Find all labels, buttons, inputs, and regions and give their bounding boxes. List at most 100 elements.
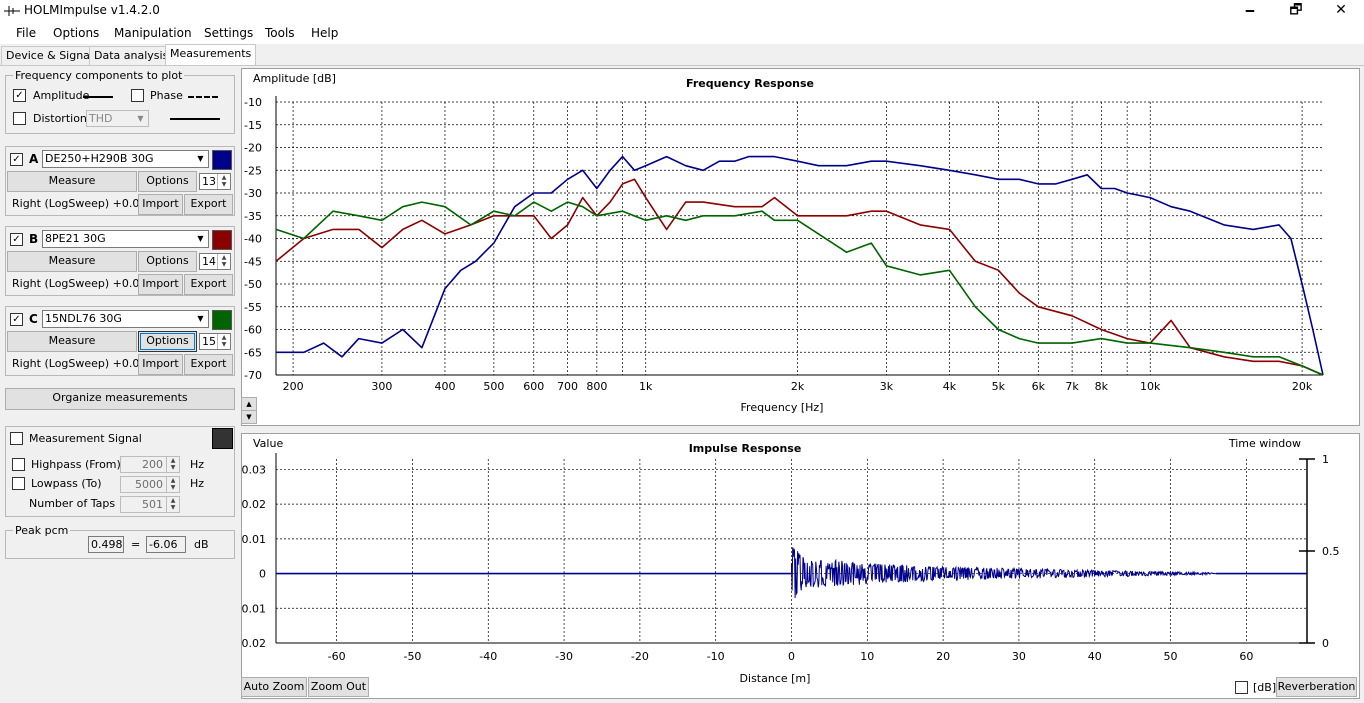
impulse-xtick-label: 20	[936, 650, 950, 663]
menu-file[interactable]: File	[16, 26, 37, 40]
spin-arrows-icon[interactable]: ▲ ▼	[217, 334, 230, 349]
db-checkbox[interactable]	[1235, 681, 1248, 694]
amplitude-label: Amplitude	[33, 89, 90, 102]
measurement-signal-checkbox[interactable]	[10, 432, 23, 445]
lowpass-stepper[interactable]: 5000 ▲ ▼	[120, 476, 180, 493]
impulse-xlabel: Distance [m]	[740, 672, 811, 685]
highpass-checkbox[interactable]	[12, 458, 25, 471]
minimize-button[interactable]: 🗕	[1245, 2, 1255, 18]
measurement-b-options-button[interactable]: Options	[138, 251, 197, 272]
scroll-down-button[interactable]: ▼	[241, 410, 257, 424]
scroll-up-button[interactable]: ▲	[241, 397, 257, 411]
impulse-ytick-label: -0.01	[241, 602, 266, 615]
measurement-c-color-swatch[interactable]	[212, 310, 232, 330]
app-icon	[4, 6, 20, 16]
measurement-b-color-swatch[interactable]	[212, 230, 232, 250]
measurement-a-color-swatch[interactable]	[212, 150, 232, 170]
freq-series-line-a	[276, 155, 1324, 376]
chevron-down-icon: ▼	[197, 234, 204, 243]
freq-xtick-label: 500	[483, 380, 504, 393]
measurement-b-checkbox[interactable]: ✓	[10, 233, 23, 246]
menu-options[interactable]: Options	[53, 26, 100, 40]
impulse-response-chart[interactable]: Value Impulse Response Time window Dista…	[241, 433, 1359, 698]
auto-zoom-button[interactable]: Auto Zoom	[241, 677, 307, 697]
freq-title: Frequency Response	[686, 77, 814, 90]
measurement-c-letter: C	[29, 312, 38, 326]
measurement-b-info: Right (LogSweep) +0.0dB	[12, 277, 154, 290]
freq-xlabel: Frequency [Hz]	[741, 401, 824, 414]
maximize-button[interactable]: 🗗	[1289, 2, 1303, 18]
measurement-b-export-button[interactable]: Export	[184, 274, 233, 295]
measurement-c-smoothing-stepper[interactable]: 15 ▲ ▼	[199, 333, 231, 350]
measurement-b-smoothing-stepper[interactable]: 14 ▲ ▼	[199, 253, 231, 270]
menu-help[interactable]: Help	[311, 26, 339, 40]
chevron-down-icon: ▼	[137, 114, 144, 123]
impulse-xtick-label: 40	[1088, 650, 1102, 663]
highpass-stepper[interactable]: 200 ▲ ▼	[120, 456, 180, 473]
measurement-a-name: DE250+H290B 30G	[45, 152, 154, 165]
reverberation-button[interactable]: Reverberation	[1276, 677, 1357, 697]
highpass-label: Highpass (From)	[31, 458, 121, 471]
spin-arrows-icon[interactable]: ▲ ▼	[166, 457, 179, 472]
freq-xtick-label: 300	[371, 380, 392, 393]
measurement-b-measure-button[interactable]: Measure	[7, 251, 137, 272]
measurement-b-import-button[interactable]: Import	[138, 274, 183, 295]
impulse-ytick-label: -0.02	[241, 637, 266, 650]
measurement-c-export-button[interactable]: Export	[184, 354, 233, 375]
menu-tools[interactable]: Tools	[265, 26, 295, 40]
freq-xtick-label: 3k	[880, 380, 894, 393]
window-title: HOLMImpulse v1.4.2.0	[24, 3, 160, 17]
freq-xtick-label: 400	[434, 380, 455, 393]
measurement-a-options-button[interactable]: Options	[138, 171, 197, 192]
close-button[interactable]: ✕	[1335, 2, 1347, 18]
measurement-a-checkbox[interactable]: ✓	[10, 153, 23, 166]
freq-xtick-label: 2k	[791, 380, 805, 393]
spin-arrows-icon[interactable]: ▲ ▼	[166, 477, 179, 492]
distortion-type-value: THD	[89, 112, 113, 125]
amplitude-checkbox[interactable]: ✓	[13, 89, 26, 102]
measurement-c-options-button[interactable]: Options	[138, 331, 197, 352]
measurement-a-measure-button[interactable]: Measure	[7, 171, 137, 192]
impulse-xtick-label: -40	[479, 650, 497, 663]
impulse-ytick-label: 0	[259, 568, 266, 581]
measurement-a-name-select[interactable]: DE250+H290B 30G ▼	[42, 150, 209, 168]
zoom-out-button[interactable]: Zoom Out	[308, 677, 369, 697]
tab-strip: Device & Signal Data analysis Measuremen…	[0, 44, 1364, 66]
measurement-a-smoothing-stepper[interactable]: 13 ▲ ▼	[199, 173, 231, 190]
lowpass-checkbox[interactable]	[12, 477, 25, 490]
tab-data-analysis[interactable]: Data analysis	[89, 46, 174, 65]
impulse-xtick-label: 0	[788, 650, 795, 663]
measurement-c-name-select[interactable]: 15NDL76 30G ▼	[42, 310, 209, 328]
peak-db-field: -6.06	[146, 536, 186, 553]
tab-device-signal[interactable]: Device & Signal	[1, 46, 98, 65]
distortion-type-select[interactable]: THD ▼	[86, 110, 149, 127]
organize-measurements-button[interactable]: Organize measurements	[5, 388, 235, 410]
taps-stepper[interactable]: 501 ▲ ▼	[120, 496, 180, 513]
menu-settings[interactable]: Settings	[204, 26, 254, 40]
spin-arrows-icon[interactable]: ▲ ▼	[217, 254, 230, 269]
measurement-c-import-button[interactable]: Import	[138, 354, 183, 375]
tab-measurements[interactable]: Measurements	[165, 44, 257, 66]
freq-xtick-label: 600	[523, 380, 544, 393]
frequency-response-chart[interactable]: Amplitude [dB] Frequency Response Freque…	[241, 68, 1359, 425]
measurement-c-checkbox[interactable]: ✓	[10, 313, 23, 326]
freq-ytick-label: -10	[244, 96, 262, 109]
signal-color-swatch[interactable]	[212, 428, 233, 449]
measurement-a-import-button[interactable]: Import	[138, 194, 183, 215]
measurement-a-export-button[interactable]: Export	[184, 194, 233, 215]
phase-checkbox[interactable]	[131, 89, 144, 102]
measurement-b-name: 8PE21 30G	[45, 232, 106, 245]
distortion-checkbox[interactable]	[13, 112, 26, 125]
freq-ytick-label: -65	[244, 346, 262, 359]
menu-manipulation[interactable]: Manipulation	[114, 26, 192, 40]
freq-ytick-label: -40	[244, 233, 262, 246]
measurement-b-name-select[interactable]: 8PE21 30G ▼	[42, 230, 209, 248]
freq-ytick-label: -25	[244, 164, 262, 177]
phase-label: Phase	[150, 89, 183, 102]
distortion-line-sample	[170, 118, 220, 120]
measurement-c-measure-button[interactable]: Measure	[7, 331, 137, 352]
db-label: [dB]	[1253, 681, 1277, 694]
spin-arrows-icon[interactable]: ▲ ▼	[217, 174, 230, 189]
measurement-c-smoothing-value: 15	[202, 335, 216, 348]
spin-arrows-icon[interactable]: ▲ ▼	[166, 497, 179, 512]
